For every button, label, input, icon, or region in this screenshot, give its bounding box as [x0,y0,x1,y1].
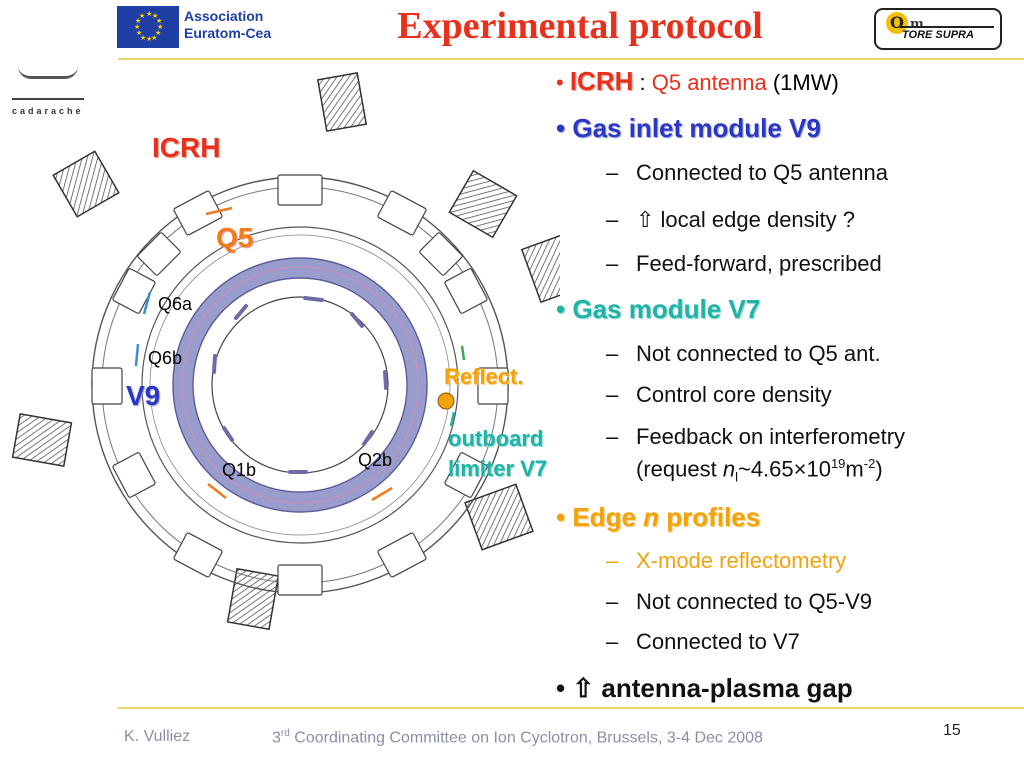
q2b-label: Q2b [358,450,393,470]
svg-text:★: ★ [157,23,163,31]
euratom-flag-logo: ★ ★ ★ ★ ★ ★ ★ ★ ★ ★ ★ ★ [117,6,179,48]
outboard-limiter-label: outboard limiter V7 [448,426,548,481]
svg-text:★: ★ [152,12,158,20]
bullet-v7-heading: • Gas module V7 [556,294,761,324]
edge-item: – X-mode reflectometry [606,548,847,573]
port-block [11,412,73,468]
svg-text:★: ★ [146,35,152,43]
v7-item: – Feedback on interferometry [606,424,906,449]
q5-label: Q5 [216,222,254,253]
edge-item: – Not connected to Q5-V9 [606,589,873,614]
icrh-diagram-label: ICRH [152,132,221,163]
svg-text:★: ★ [146,10,152,18]
footer-rule [118,707,1024,709]
svg-text:★: ★ [134,23,140,31]
v7-item: – Control core density [606,382,832,407]
q6a-label: Q6a [158,294,193,314]
header-rule [118,58,1024,60]
svg-text:★: ★ [155,29,161,37]
svg-text:★: ★ [139,12,145,20]
footer-conference: 3rd Coordinating Committee on Ion Cyclot… [272,728,763,747]
port-block [464,483,534,551]
association-label: Association Euratom-Cea [184,8,272,41]
svg-text:★: ★ [151,34,157,42]
q6b-label: Q6b [148,348,183,368]
cea-logo [18,66,78,79]
footer-author: K. Vulliez [124,728,191,745]
svg-text:★: ★ [136,29,142,37]
port-block [52,150,120,218]
v9-label: V9 [126,380,161,411]
bullet-v9-heading: • Gas inlet module V9 [556,113,821,143]
cadarache-rule [12,98,84,100]
tokamak-top-view-diagram [11,72,560,631]
q1b-label: Q1b [222,460,257,480]
bullet-edge-heading: • Edge n profiles [556,502,761,532]
page-number: 15 [943,722,961,739]
v9-item: – ⇧ local edge density ? [606,207,856,232]
bullet-icrh: • ICRH : Q5 antenna (1MW) [556,66,839,96]
v9-item: – Feed-forward, prescribed [606,251,882,276]
reflectometry-marker [437,392,455,410]
port-block [448,169,518,239]
bullet-antenna-gap: • ⇧ antenna-plasma gap [556,673,853,703]
reflect-label: Reflect. [444,364,524,389]
svg-text:★: ★ [135,17,141,25]
cadarache-label: cadarache [12,106,84,116]
svg-text:★: ★ [140,34,146,42]
svg-text:★: ★ [156,17,162,25]
v7-request: (request nl~4.65×1019m-2) [636,456,883,485]
port-block [520,232,560,304]
edge-item: – Connected to V7 [606,629,800,654]
v7-item: – Not connected to Q5 ant. [606,341,881,366]
v9-item: – Connected to Q5 antenna [606,160,888,185]
slide-title: Experimental protocol [397,5,763,47]
port-block [316,72,368,132]
